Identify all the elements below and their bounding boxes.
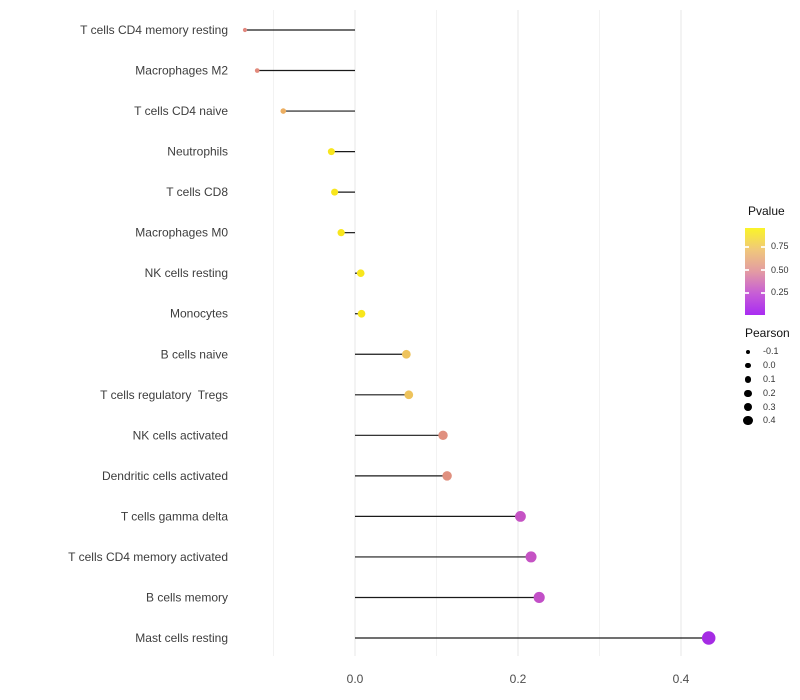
data-point [327, 148, 335, 156]
y-axis-label: T cells CD4 memory activated [68, 550, 228, 564]
pearson-size-label: 0.1 [763, 373, 776, 384]
pearson-dot-cell [741, 414, 755, 428]
pearson-size-label: -0.1 [763, 346, 779, 357]
pearson-dot-cell [741, 386, 755, 400]
colorbar-tick-mark [745, 292, 749, 294]
pearson-dot-cell [741, 400, 755, 414]
pearson-size-dot [745, 362, 751, 369]
pvalue-legend: Pvalue 0.75 0.50 0.25 [745, 204, 800, 318]
pearson-size-dot [744, 389, 752, 398]
y-axis-label: Monocytes [170, 307, 228, 321]
data-point [242, 27, 248, 33]
data-point [356, 269, 365, 278]
colorbar-tick-mark [745, 246, 749, 248]
pearson-size-items: -0.1 0.0 0.1 0.2 0.3 0.4 [741, 345, 790, 428]
pearson-dot-cell [741, 373, 755, 387]
pearson-dot-cell [741, 359, 755, 373]
pearson-legend-item: 0.1 [741, 373, 790, 387]
y-axis-label: Neutrophils [167, 145, 228, 159]
y-axis-label: Macrophages M2 [135, 64, 228, 78]
colorbar-tick-mark [761, 269, 765, 271]
y-axis-label: T cells gamma delta [121, 509, 228, 523]
y-axis-label: NK cells activated [133, 428, 228, 442]
y-axis-label: B cells naive [161, 347, 229, 361]
pvalue-legend-title: Pvalue [748, 204, 785, 218]
data-point [515, 510, 526, 522]
colorbar-tick-mark [761, 246, 765, 248]
pearson-size-label: 0.0 [763, 360, 776, 371]
pvalue-gradient-bar [745, 228, 765, 315]
x-tick-label: 0.2 [510, 672, 527, 686]
pearson-legend: Pearson -0.1 0.0 0.1 0.2 0.3 0.4 [741, 326, 790, 428]
pearson-legend-item: 0.3 [741, 400, 790, 414]
pearson-size-label: 0.2 [763, 387, 776, 398]
y-axis-label: NK cells resting [145, 266, 228, 280]
pearson-size-label: 0.4 [763, 415, 776, 426]
data-point [254, 68, 260, 73]
y-axis-label: Macrophages M0 [135, 226, 228, 240]
pearson-size-label: 0.3 [763, 401, 776, 412]
data-point [438, 430, 448, 441]
y-axis-label: T cells CD4 naive [134, 104, 228, 118]
y-axis-label: T cells regulatory Tregs [100, 388, 228, 402]
y-axis-label: B cells memory [146, 590, 228, 604]
data-point [337, 229, 345, 237]
colorbar-tick-mark [761, 292, 765, 294]
colorbar-tick-label: 0.75 [771, 241, 789, 252]
data-point [701, 631, 716, 645]
pearson-dot-cell [741, 345, 755, 359]
pearson-size-dot [743, 402, 753, 412]
pearson-size-dot [744, 376, 752, 383]
pearson-legend-item: 0.4 [741, 414, 790, 428]
y-axis-label: T cells CD8 [166, 185, 228, 199]
y-axis-label: Mast cells resting [135, 631, 228, 645]
y-axis-label: T cells CD4 memory resting [80, 23, 228, 37]
pearson-legend-title: Pearson [745, 326, 790, 340]
data-point [331, 188, 339, 196]
x-tick-label: 0.0 [347, 672, 364, 686]
data-point [280, 108, 287, 114]
colorbar-tick-mark [745, 269, 749, 271]
colorbar-tick-label: 0.25 [771, 287, 789, 298]
data-point [442, 471, 452, 481]
colorbar-tick-label: 0.50 [771, 264, 789, 275]
data-point [525, 551, 537, 563]
pearson-size-dot [746, 349, 750, 354]
data-point [357, 309, 366, 318]
pvalue-colorbar: 0.75 0.50 0.25 [745, 228, 800, 318]
data-point [404, 390, 414, 400]
data-point [533, 591, 545, 604]
pearson-legend-item: -0.1 [741, 345, 790, 359]
x-tick-label: 0.4 [673, 672, 690, 686]
pearson-legend-item: 0.2 [741, 386, 790, 400]
pearson-legend-item: 0.0 [741, 359, 790, 373]
pearson-size-dot [743, 416, 753, 426]
data-point [401, 349, 411, 359]
y-axis-label: Dendritic cells activated [102, 469, 228, 483]
